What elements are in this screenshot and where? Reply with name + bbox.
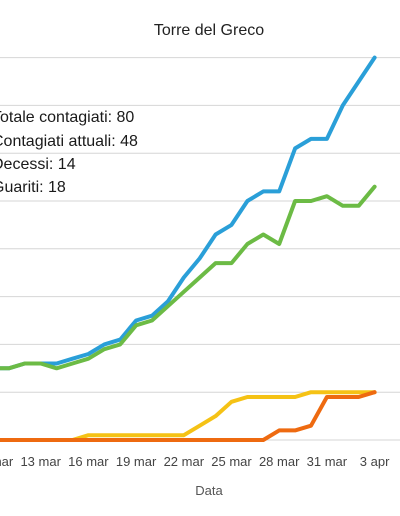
series-layer [0,55,377,442]
x-tick-label: 10 mar [0,454,14,469]
x-tick-label: 16 mar [68,454,109,469]
series-line-decessi [0,390,377,442]
x-tick-label: 25 mar [211,454,252,469]
series-line-attuali [0,184,377,371]
x-tick-label: 28 mar [259,454,300,469]
legend-entry-totale: Totale contagiati: 80 [0,109,134,126]
legend: Totale contagiati: 80 Contagiati attuali… [0,109,138,196]
series-line-totale [0,55,377,371]
x-axis-label: Data [195,483,223,498]
x-axis-ticks: 10 mar 13 mar 16 mar 19 mar 22 mar 25 mar 28 m… [0,454,390,469]
x-tick-label: 31 mar [307,454,348,469]
x-tick-label: 13 mar [20,454,61,469]
legend-entry-guariti: Guariti: 18 [0,179,66,196]
x-tick-label: 3 apr [360,454,390,469]
x-tick-label: 22 mar [164,454,205,469]
legend-entry-attuali: Contagiati attuali: 48 [0,133,138,150]
gridlines [0,57,400,441]
legend-entry-decessi: Decessi: 14 [0,156,76,173]
chart-title: Torre del Greco [154,22,264,39]
x-tick-label: 19 mar [116,454,157,469]
